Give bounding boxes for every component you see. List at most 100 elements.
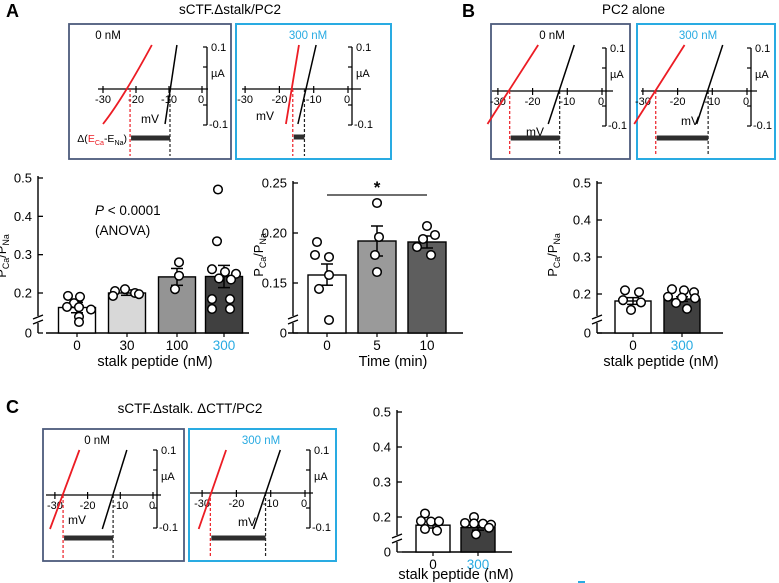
- current-axis-top-label: 0.1: [755, 43, 770, 55]
- significance-star: *: [374, 178, 381, 197]
- data-point: [468, 518, 480, 529]
- x-axis-unit: mV: [68, 513, 86, 527]
- ca-iv-trace: [285, 44, 300, 125]
- axis-break-mark: [287, 319, 299, 325]
- x-tick-label: -20: [670, 96, 686, 108]
- data-point: [74, 291, 86, 302]
- current-axis-top-label: 0.1: [161, 445, 176, 457]
- iv-condition-label: 0 nM: [539, 30, 565, 42]
- data-point: [323, 314, 335, 326]
- axis-break-gap: [395, 535, 399, 542]
- iv-condition-label: 300 nM: [679, 30, 717, 42]
- data-point: [433, 516, 445, 527]
- x-tick-label: 0: [743, 96, 749, 108]
- x-tick-label: 30: [119, 338, 134, 353]
- y-tick-label: 0: [584, 326, 591, 341]
- data-point: [373, 231, 385, 243]
- data-point: [224, 294, 236, 305]
- bar: [663, 298, 701, 334]
- y-axis-title: PCa/PNa: [545, 233, 562, 277]
- y-tick-label: 0: [280, 326, 287, 341]
- y-tick-label: 0.5: [373, 405, 391, 420]
- x-axis-unit: mV: [681, 114, 699, 128]
- y-tick-label: 0.4: [14, 209, 32, 224]
- x-tick-label: 100: [166, 338, 189, 353]
- data-point: [617, 295, 629, 306]
- y-tick-label: 0.3: [373, 475, 391, 490]
- data-point: [62, 290, 74, 301]
- current-axis-bottom-label: -0.1: [608, 120, 627, 132]
- ca-iv-trace: [102, 44, 153, 125]
- y-tick-label: 0.20: [262, 226, 287, 241]
- panel-c-title: sCTF.Δstalk. ΔCTT/PC2: [117, 401, 263, 416]
- data-point: [417, 233, 429, 245]
- data-point: [309, 249, 321, 261]
- data-point: [419, 523, 431, 535]
- data-point: [107, 290, 119, 301]
- data-point: [169, 284, 181, 295]
- na-iv-trace: [695, 44, 724, 125]
- delta-erev-label: Δ(ECa-ENa): [77, 133, 127, 147]
- current-axis-top-label: 0.1: [314, 445, 329, 457]
- x-tick-label: 0: [198, 94, 204, 106]
- data-point: [625, 304, 637, 316]
- panel-a-label: A: [6, 1, 19, 21]
- na-iv-trace: [547, 44, 575, 125]
- data-point: [173, 257, 185, 268]
- x-tick-label: -20: [228, 498, 244, 510]
- data-point: [633, 287, 645, 298]
- y-tick-label: 0.3: [14, 247, 32, 262]
- current-axis-bottom-label: -0.1: [354, 119, 373, 131]
- data-point: [323, 251, 335, 263]
- x-axis-title: stalk peptide (nM): [398, 567, 513, 583]
- current-axis-top-label: 0.1: [356, 42, 371, 54]
- x-tick-label: -10: [704, 96, 720, 108]
- data-point: [219, 266, 231, 277]
- x-tick-label: 300: [213, 338, 236, 353]
- x-tick-label: 0: [598, 96, 604, 108]
- data-point: [635, 297, 647, 308]
- data-point: [206, 303, 218, 314]
- data-point: [225, 274, 237, 285]
- x-axis-unit: mV: [238, 515, 256, 529]
- x-tick-label: 300: [671, 338, 694, 353]
- na-iv-trace: [101, 449, 128, 530]
- axis-break-mark: [287, 314, 299, 320]
- y-tick-label: 0: [25, 326, 32, 341]
- x-tick-label: -10: [306, 94, 322, 106]
- data-point: [415, 516, 427, 527]
- data-point: [323, 269, 335, 281]
- iv-condition-label: 0 nM: [95, 30, 121, 42]
- current-axis-unit: µA: [610, 69, 624, 81]
- axis-break-gap: [291, 316, 295, 323]
- y-axis-title: PCa/PNa: [0, 234, 11, 278]
- stray-mark: [578, 581, 585, 583]
- x-tick-label: 0: [149, 500, 155, 512]
- x-tick-label: -20: [128, 94, 144, 106]
- panel-c-label: C: [6, 397, 19, 417]
- data-point: [689, 293, 701, 304]
- axis-break-mark: [391, 538, 403, 544]
- current-axis-unit: µA: [356, 68, 370, 80]
- x-tick-label: 0: [344, 94, 350, 106]
- current-axis-unit: µA: [314, 471, 328, 483]
- y-tick-label: 0.5: [14, 171, 32, 186]
- data-point: [666, 284, 678, 295]
- y-tick-label: 0.4: [373, 440, 391, 455]
- x-tick-label: -10: [559, 96, 575, 108]
- current-axis-top-label: 0.1: [211, 42, 226, 54]
- data-point: [619, 285, 631, 296]
- x-tick-label: -10: [112, 500, 128, 512]
- data-point: [73, 316, 85, 328]
- axis-break-mark: [591, 319, 603, 325]
- data-point: [411, 241, 423, 253]
- data-point: [662, 291, 674, 302]
- iv-condition-label: 0 nM: [84, 435, 110, 447]
- x-tick-label: -20: [80, 500, 96, 512]
- data-point: [369, 249, 381, 261]
